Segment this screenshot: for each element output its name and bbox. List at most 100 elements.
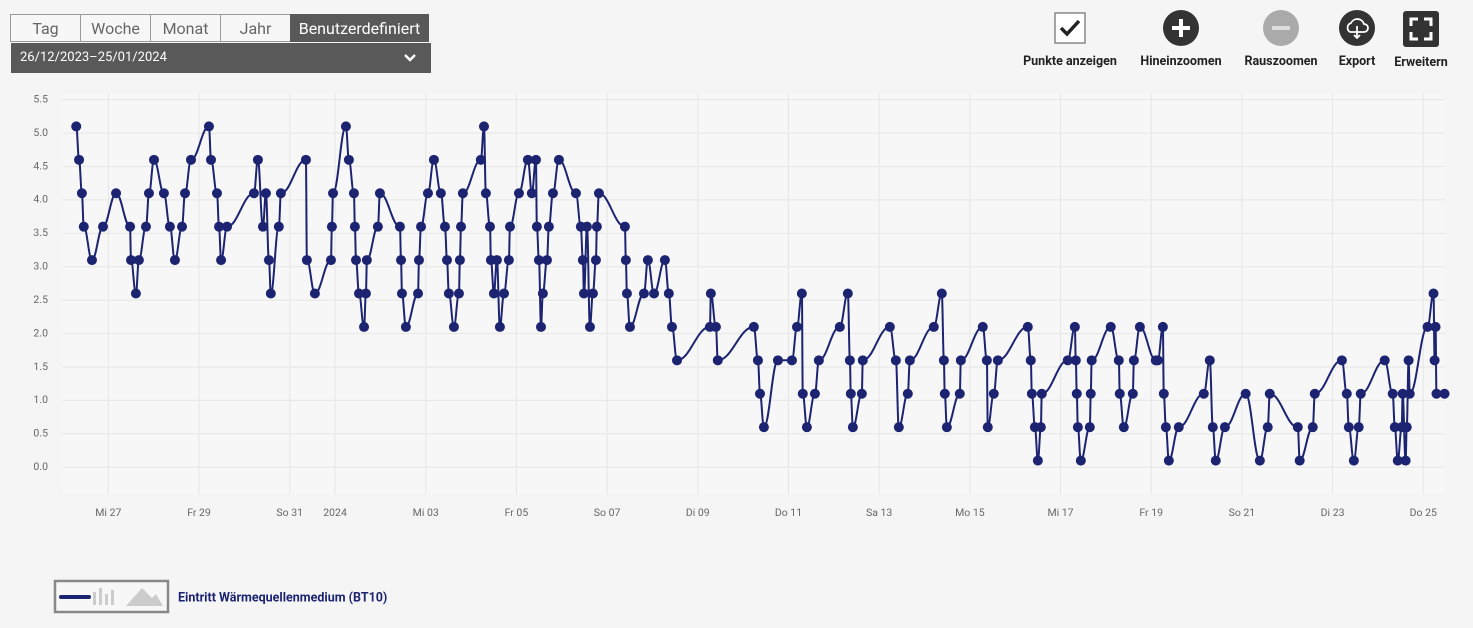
data-point bbox=[936, 288, 947, 299]
data-point bbox=[1035, 422, 1046, 433]
data-point bbox=[1069, 321, 1080, 332]
data-point bbox=[340, 121, 351, 132]
data-point bbox=[185, 154, 196, 165]
data-point bbox=[1428, 288, 1439, 299]
data-point bbox=[448, 321, 459, 332]
data-point bbox=[222, 221, 233, 232]
data-point bbox=[1379, 355, 1390, 366]
y-tick-label: 4.0 bbox=[33, 193, 48, 206]
data-point bbox=[577, 255, 588, 266]
y-tick-label: 1.5 bbox=[33, 360, 48, 373]
tab[interactable]: Tag bbox=[10, 14, 81, 42]
legend-icon bbox=[99, 588, 102, 605]
data-point bbox=[526, 188, 537, 199]
legend-icon bbox=[93, 592, 96, 605]
data-point bbox=[1439, 388, 1450, 399]
export-button[interactable]: Export bbox=[1330, 10, 1384, 69]
data-point bbox=[1341, 388, 1352, 399]
data-point bbox=[797, 388, 808, 399]
data-point bbox=[396, 255, 407, 266]
legend-icon bbox=[126, 588, 163, 606]
data-point bbox=[710, 321, 721, 332]
tab[interactable]: Monat bbox=[150, 14, 221, 42]
data-point bbox=[955, 355, 966, 366]
expand-button[interactable]: Erweitern bbox=[1387, 11, 1455, 70]
data-point bbox=[712, 355, 723, 366]
data-point bbox=[484, 221, 495, 232]
data-point bbox=[992, 355, 1003, 366]
data-point bbox=[590, 255, 601, 266]
button-label: Erweitern bbox=[1394, 55, 1448, 70]
data-point bbox=[478, 121, 489, 132]
data-point bbox=[1240, 388, 1251, 399]
data-point bbox=[1075, 455, 1086, 466]
data-point bbox=[754, 388, 765, 399]
data-point bbox=[353, 288, 364, 299]
data-point bbox=[494, 321, 505, 332]
data-point bbox=[97, 221, 108, 232]
data-point bbox=[1262, 422, 1273, 433]
data-point bbox=[1307, 422, 1318, 433]
chevron-icon bbox=[404, 54, 416, 62]
data-point bbox=[169, 255, 180, 266]
data-point bbox=[619, 221, 630, 232]
data-point bbox=[621, 288, 632, 299]
data-point bbox=[301, 255, 312, 266]
y-tick-label: 5.5 bbox=[33, 92, 48, 105]
data-point bbox=[884, 321, 895, 332]
data-point bbox=[813, 355, 824, 366]
x-tick-label: Do 25 bbox=[1410, 506, 1437, 519]
date-range-select[interactable]: 26/12/2023–25/01/2024 bbox=[11, 43, 431, 73]
x-tick-label: So 07 bbox=[594, 506, 621, 519]
data-point bbox=[893, 422, 904, 433]
data-point bbox=[158, 188, 169, 199]
data-point bbox=[328, 188, 339, 199]
data-point bbox=[1173, 422, 1184, 433]
data-point bbox=[1160, 422, 1171, 433]
zoom-in-button[interactable]: Hineinzoomen bbox=[1131, 10, 1231, 69]
data-point bbox=[164, 221, 175, 232]
data-point bbox=[1152, 355, 1163, 366]
button-label: Export bbox=[1338, 54, 1376, 69]
data-point bbox=[480, 188, 491, 199]
minus-icon bbox=[1263, 10, 1299, 46]
data-point bbox=[1085, 388, 1096, 399]
legend[interactable]: Eintritt Wärmequellenmedium (BT10) bbox=[53, 579, 387, 614]
data-point bbox=[1348, 455, 1359, 466]
data-point bbox=[1086, 355, 1097, 366]
data-point bbox=[1309, 388, 1320, 399]
tab[interactable]: Jahr bbox=[220, 14, 291, 42]
data-point bbox=[257, 221, 268, 232]
data-point bbox=[982, 422, 993, 433]
data-point bbox=[273, 221, 284, 232]
data-point bbox=[1254, 455, 1265, 466]
data-point bbox=[535, 321, 546, 332]
tab[interactable]: Woche bbox=[80, 14, 151, 42]
data-point bbox=[1210, 455, 1221, 466]
data-point bbox=[531, 221, 542, 232]
data-point bbox=[649, 288, 660, 299]
data-point bbox=[350, 255, 361, 266]
data-point bbox=[396, 288, 407, 299]
tab-group: Tag Woche Monat Jahr Benutzerdefiniert bbox=[10, 14, 431, 42]
data-point bbox=[86, 255, 97, 266]
tab[interactable]: Benutzerdefiniert bbox=[290, 14, 429, 42]
x-tick-label: So 31 bbox=[276, 506, 303, 519]
data-point bbox=[1431, 388, 1442, 399]
data-point bbox=[260, 188, 271, 199]
data-point bbox=[177, 221, 188, 232]
zoom-out-button[interactable]: Rauszoomen bbox=[1233, 10, 1329, 69]
data-point bbox=[439, 221, 450, 232]
data-point bbox=[1336, 355, 1347, 366]
data-point bbox=[1397, 388, 1408, 399]
legend-label: Eintritt Wärmequellenmedium (BT10) bbox=[178, 590, 387, 605]
data-point bbox=[71, 121, 82, 132]
data-point bbox=[1062, 355, 1073, 366]
data-point bbox=[1204, 355, 1215, 366]
x-tick-label: Mi 17 bbox=[1047, 506, 1073, 519]
show-points-toggle[interactable]: Punkte anzeigen bbox=[1010, 12, 1130, 69]
data-point bbox=[1105, 321, 1116, 332]
data-point bbox=[1422, 321, 1433, 332]
x-tick-label: Di 23 bbox=[1321, 506, 1345, 519]
data-point bbox=[133, 255, 144, 266]
